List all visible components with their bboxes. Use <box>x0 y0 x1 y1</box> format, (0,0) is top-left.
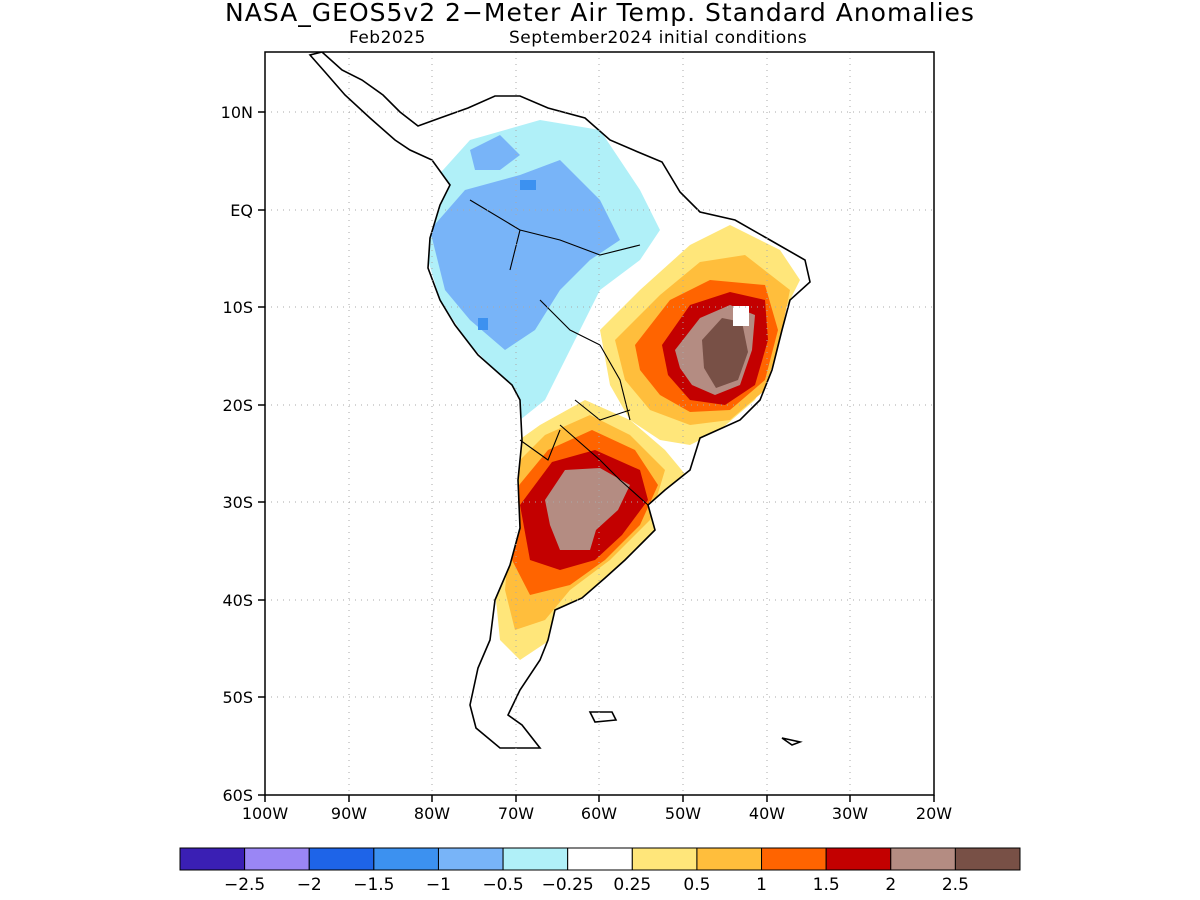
colorbar-label: 2.5 <box>942 875 969 895</box>
coastlines <box>308 52 811 749</box>
lat-tick-label: 50S <box>222 688 253 707</box>
colorbar-label: −1 <box>426 875 451 895</box>
colorbar-swatch <box>308 847 375 871</box>
lon-tick-label: 70W <box>498 804 534 823</box>
lon-tick-label: 90W <box>331 804 367 823</box>
colorbar-swatch <box>954 847 1021 871</box>
lat-tick-label: EQ <box>230 201 253 220</box>
colorbar-label: −0.25 <box>542 875 594 895</box>
colorbar-swatch <box>761 847 827 871</box>
lat-tick-label: 10N <box>221 103 253 122</box>
colorbar-swatch <box>696 847 763 871</box>
colorbar-swatch <box>825 847 892 871</box>
south-georgia <box>781 737 803 746</box>
falkland-islands <box>588 711 618 723</box>
lon-tick-label: 60W <box>581 804 617 823</box>
lat-tick-label: 20S <box>222 396 253 415</box>
negative-anomaly-area <box>430 160 620 350</box>
lon-tick-label: 100W <box>242 804 289 823</box>
colorbar-swatch <box>179 847 246 871</box>
lon-tick-label: 30W <box>832 804 868 823</box>
map-title: NASA_GEOS5v2 2−Meter Air Temp. Standard … <box>225 0 975 27</box>
colorbar-swatch <box>502 847 569 871</box>
negative-anomaly-core <box>470 135 520 170</box>
lon-tick-label: 40W <box>749 804 785 823</box>
lat-tick-label: 10S <box>222 298 253 317</box>
longitude-axis <box>264 795 935 802</box>
anomaly-field <box>310 52 810 748</box>
forecast-month: Feb2025 <box>349 28 426 48</box>
colorbar-label: −2 <box>297 875 322 895</box>
colorbar-label: 2 <box>885 875 896 895</box>
lat-tick-label: 40S <box>222 591 253 610</box>
colorbar-swatch <box>244 847 310 871</box>
colorbar-label: 0.5 <box>683 875 710 895</box>
lat-tick-label: 30S <box>222 493 253 512</box>
colorbar-swatch <box>373 847 439 871</box>
colorbar-label: 0.25 <box>613 875 651 895</box>
colorbar-label: 1 <box>756 875 767 895</box>
colorbar-label: −0.5 <box>482 875 523 895</box>
colorbar-swatch <box>567 847 633 871</box>
colorbar: −2.5 −2 −1.5 −1 −0.5 −0.25 0.25 0.5 1 1.5 2 2.5 <box>179 847 1021 895</box>
positive-anomaly-brazil-peak <box>702 318 748 388</box>
lon-tick-label: 20W <box>916 804 952 823</box>
colorbar-label: 1.5 <box>813 875 840 895</box>
colorbar-swatch <box>437 847 504 871</box>
latitude-axis <box>258 111 265 796</box>
lat-tick-label: 60S <box>222 786 253 805</box>
initial-conditions: September2024 initial conditions <box>509 28 808 48</box>
colorbar-swatch <box>890 847 956 871</box>
colorbar-swatch <box>631 847 698 871</box>
lon-tick-label: 50W <box>665 804 701 823</box>
lon-tick-label: 80W <box>414 804 450 823</box>
colorbar-label: −2.5 <box>224 875 265 895</box>
positive-anomaly-south-25 <box>545 468 630 550</box>
national-borders <box>469 199 649 506</box>
colorbar-label: −1.5 <box>353 875 394 895</box>
